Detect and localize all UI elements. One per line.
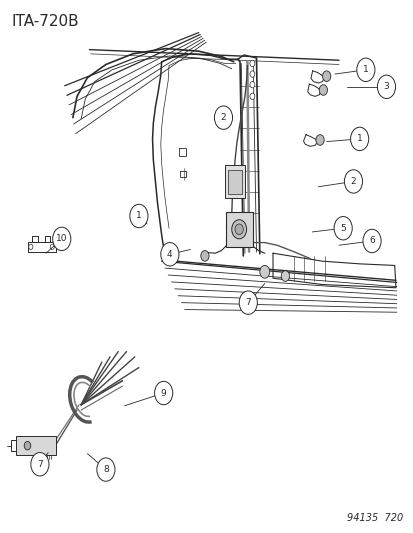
Text: ITA-720B: ITA-720B [11, 14, 78, 29]
Circle shape [249, 82, 254, 88]
Text: 1: 1 [356, 134, 362, 143]
Circle shape [24, 441, 31, 450]
Text: 1: 1 [362, 66, 368, 74]
Text: 8: 8 [103, 465, 109, 474]
Circle shape [249, 60, 254, 67]
Text: 6: 6 [368, 237, 374, 246]
Circle shape [259, 265, 269, 278]
Circle shape [356, 58, 374, 82]
Circle shape [28, 244, 33, 249]
Text: 4: 4 [167, 250, 172, 259]
FancyBboxPatch shape [16, 436, 55, 455]
Text: 2: 2 [220, 113, 226, 122]
Circle shape [160, 243, 178, 266]
Circle shape [130, 204, 147, 228]
FancyBboxPatch shape [225, 212, 252, 247]
Circle shape [377, 75, 394, 99]
Circle shape [350, 127, 368, 151]
Text: 7: 7 [245, 298, 251, 307]
Text: 5: 5 [339, 224, 345, 233]
Text: 9: 9 [160, 389, 166, 398]
Circle shape [200, 251, 209, 261]
Circle shape [344, 169, 362, 193]
Circle shape [214, 106, 232, 130]
Circle shape [333, 216, 351, 240]
Circle shape [50, 244, 54, 249]
Circle shape [249, 71, 254, 77]
Circle shape [31, 453, 49, 476]
Circle shape [97, 458, 115, 481]
Circle shape [362, 229, 380, 253]
Circle shape [249, 93, 254, 100]
Circle shape [235, 224, 243, 235]
Text: 10: 10 [56, 235, 67, 244]
Circle shape [239, 291, 257, 314]
FancyBboxPatch shape [228, 170, 241, 193]
Circle shape [154, 381, 172, 405]
Circle shape [52, 227, 71, 251]
Text: 1: 1 [136, 212, 141, 221]
Text: 2: 2 [350, 177, 356, 186]
Text: 7: 7 [37, 460, 43, 469]
Circle shape [315, 135, 323, 146]
Text: 94135  720: 94135 720 [346, 513, 402, 523]
Circle shape [322, 71, 330, 82]
FancyBboxPatch shape [224, 165, 244, 198]
Circle shape [231, 220, 246, 239]
Text: 3: 3 [383, 82, 388, 91]
Circle shape [318, 85, 327, 95]
Circle shape [280, 271, 289, 281]
